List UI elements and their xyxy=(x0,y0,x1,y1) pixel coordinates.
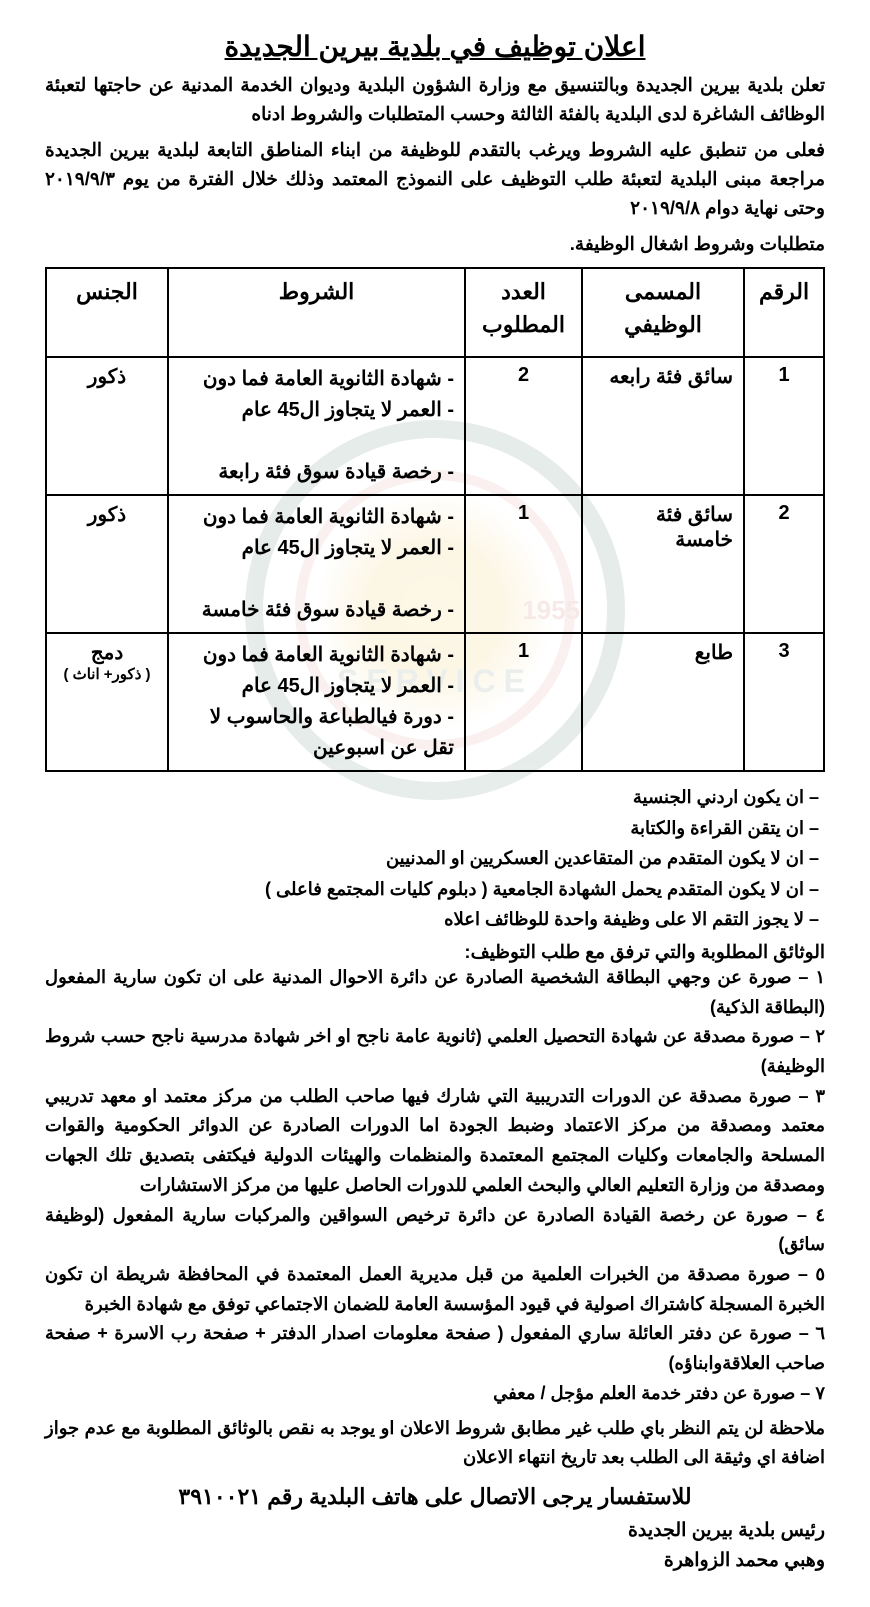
cell-num: 2 xyxy=(744,495,824,633)
general-item: ان يكون اردني الجنسية xyxy=(45,782,819,813)
col-job: المسمى الوظيفي xyxy=(582,268,744,357)
table-row: 3 طابع 1 - شهادة الثانوية العامة فما دون… xyxy=(46,633,824,771)
cell-cond: - شهادة الثانوية العامة فما دون - العمر … xyxy=(168,633,465,771)
general-item: ان يتقن القراءة والكتابة xyxy=(45,813,819,844)
cell-count: 2 xyxy=(465,357,582,495)
announcement-title: اعلان توظيف في بلدية بيرين الجديدة xyxy=(45,30,825,63)
inquiry-line: للاستفسار يرجى الاتصال على هاتف البلدية … xyxy=(45,1484,825,1510)
doc-item: ٢ – صورة مصدقة عن شهادة التحصيل العلمي (… xyxy=(45,1022,825,1081)
doc-item: ١ – صورة عن وجهي البطاقة الشخصية الصادرة… xyxy=(45,963,825,1022)
note: ملاحظة لن يتم النظر باي طلب غير مطابق شر… xyxy=(45,1414,825,1472)
cell-cond: - شهادة الثانوية العامة فما دون - العمر … xyxy=(168,357,465,495)
col-gender: الجنس xyxy=(46,268,168,357)
cell-cond: - شهادة الثانوية العامة فما دون - العمر … xyxy=(168,495,465,633)
intro-p1: تعلن بلدية بيرين الجديدة وبالتنسيق مع وز… xyxy=(45,71,825,128)
cell-job: سائق فئة رابعه xyxy=(582,357,744,495)
gender-main: ذكور xyxy=(88,504,126,526)
documents-title: الوثائق المطلوبة والتي ترفق مع طلب التوظ… xyxy=(45,941,825,963)
gender-main: ذكور xyxy=(88,366,126,388)
conditions-label: متطلبات وشروط اشغال الوظيفة. xyxy=(45,230,825,259)
col-num: الرقم xyxy=(744,268,824,357)
general-conditions: ان يكون اردني الجنسية ان يتقن القراءة وا… xyxy=(45,782,825,935)
table-row: 1 سائق فئة رابعه 2 - شهادة الثانوية العا… xyxy=(46,357,824,495)
doc-item: ٥ – صورة مصدقة من الخبرات العلمية من قبل… xyxy=(45,1260,825,1319)
jobs-table: الرقم المسمى الوظيفي العدد المطلوب الشرو… xyxy=(45,267,825,772)
col-cond: الشروط xyxy=(168,268,465,357)
documents-list: ١ – صورة عن وجهي البطاقة الشخصية الصادرة… xyxy=(45,963,825,1408)
doc-item: ٤ – صورة عن رخصة القيادة الصادرة عن دائر… xyxy=(45,1201,825,1260)
general-item: ان لا يكون المتقدم يحمل الشهادة الجامعية… xyxy=(45,874,819,905)
signature-name: وهبي محمد الزواهرة xyxy=(45,1546,825,1576)
doc-item: ٦ – صورة عن دفتر العائلة ساري المفعول ( … xyxy=(45,1319,825,1378)
doc-item: ٧ – صورة عن دفتر خدمة العلم مؤجل / معفي xyxy=(45,1379,825,1409)
gender-sub: ( ذكور+ اناث ) xyxy=(57,665,157,683)
table-header-row: الرقم المسمى الوظيفي العدد المطلوب الشرو… xyxy=(46,268,824,357)
cell-gender: ذكور xyxy=(46,495,168,633)
gender-main: دمج xyxy=(91,642,124,664)
signature-title: رئيس بلدية بيرين الجديدة xyxy=(45,1516,825,1546)
cell-num: 3 xyxy=(744,633,824,771)
cell-count: 1 xyxy=(465,495,582,633)
col-count: العدد المطلوب xyxy=(465,268,582,357)
general-item: لا يجوز التقم الا على وظيفة واحدة للوظائ… xyxy=(45,904,819,935)
table-row: 2 سائق فئة خامسة 1 - شهادة الثانوية العا… xyxy=(46,495,824,633)
cell-num: 1 xyxy=(744,357,824,495)
cell-job: سائق فئة خامسة xyxy=(582,495,744,633)
signature-block: رئيس بلدية بيرين الجديدة وهبي محمد الزوا… xyxy=(45,1516,825,1577)
cell-gender: دمج ( ذكور+ اناث ) xyxy=(46,633,168,771)
doc-item: ٣ – صورة مصدقة عن الدورات التدريبية التي… xyxy=(45,1082,825,1201)
general-item: ان لا يكون المتقدم من المتقاعدين العسكري… xyxy=(45,843,819,874)
cell-job: طابع xyxy=(582,633,744,771)
cell-gender: ذكور xyxy=(46,357,168,495)
intro-p2: فعلى من تنطبق عليه الشروط ويرغب بالتقدم … xyxy=(45,136,825,222)
cell-count: 1 xyxy=(465,633,582,771)
